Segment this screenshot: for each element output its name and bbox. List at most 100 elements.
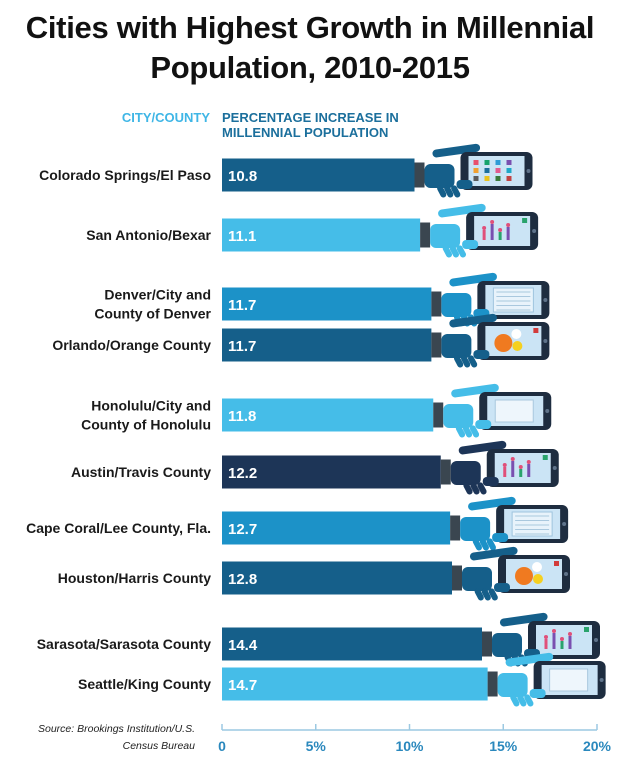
- screen-chart-dot: [552, 629, 556, 633]
- value-label: 14.4: [228, 637, 258, 654]
- screen-white-circle: [532, 562, 542, 572]
- source-note: Source: Brookings Institution/U.S. Censu…: [20, 721, 195, 755]
- screen-yellow-circle: [512, 341, 523, 351]
- source-line1: Source: Brookings Institution/U.S.: [38, 723, 195, 735]
- hand-thumb-tip: [456, 180, 473, 189]
- sleeve-cuff: [440, 459, 451, 485]
- category-label: County of Honolulu: [81, 417, 211, 433]
- screen-status-dot: [533, 328, 539, 333]
- category-label: County of Denver: [94, 306, 211, 322]
- hand-palm: [430, 224, 461, 248]
- bar: [222, 158, 415, 192]
- chart-title-line1: Cities with Highest Growth in Millennial: [25, 10, 595, 45]
- category-label: Denver/City and: [104, 287, 211, 303]
- sleeve-cuff: [414, 162, 425, 188]
- screen-chart-dot: [510, 457, 515, 461]
- hand-thumb-tip: [482, 477, 499, 486]
- hand-thumb-tip: [475, 420, 492, 429]
- sleeve-cuff: [487, 671, 498, 697]
- bar-row: Houston/Harris County 12.8: [58, 546, 570, 601]
- percentage-column-header: PERCENTAGE INCREASE IN MILLENNIAL POPULA…: [222, 110, 442, 140]
- hand-thumb-tip: [494, 583, 510, 592]
- hand-thumb: [449, 313, 497, 328]
- bar-row: Austin/Travis County 12.2: [71, 440, 559, 495]
- hand-palm: [450, 461, 481, 485]
- bar: [222, 455, 441, 489]
- sleeve-cuff: [431, 291, 442, 317]
- hand-finger: [481, 588, 491, 601]
- category-label: Austin/Travis County: [71, 464, 211, 480]
- bar-row: Colorado Springs/El Paso 10.8: [39, 143, 533, 198]
- bar: [222, 287, 432, 321]
- hand-palm: [492, 633, 522, 657]
- x-tick-label: 10%: [395, 738, 424, 754]
- hand-palm: [441, 293, 472, 317]
- screen-chart-dot: [498, 228, 503, 232]
- hand-thumb-tip: [492, 533, 509, 542]
- hand-finger: [460, 355, 471, 368]
- value-label: 11.7: [228, 297, 256, 314]
- bar: [222, 398, 434, 432]
- hand-palm: [462, 567, 492, 591]
- screen-blank-panel: [494, 399, 534, 423]
- bar-row: Denver/City and County of Denver 11.7: [94, 272, 550, 327]
- screen-app-icon: [473, 176, 479, 181]
- hand-finger: [510, 694, 520, 707]
- screen-status-dot: [554, 561, 559, 566]
- category-label: Orlando/Orange County: [52, 337, 211, 353]
- category-label: Houston/Harris County: [58, 570, 211, 586]
- value-label: 10.8: [228, 168, 257, 185]
- hand-thumb: [449, 272, 497, 287]
- category-label: Sarasota/Sarasota County: [37, 636, 211, 652]
- phone-home-button: [552, 466, 557, 470]
- screen-orange-circle: [515, 567, 533, 585]
- value-label: 14.7: [228, 677, 257, 694]
- bar: [222, 627, 482, 661]
- x-tick-label: 15%: [489, 738, 518, 754]
- screen-chart-dot: [518, 465, 523, 469]
- hand-thumb: [451, 383, 499, 398]
- bar: [222, 511, 451, 545]
- screen-app-icon: [484, 160, 490, 165]
- screen-chart-dot: [490, 220, 495, 224]
- phone-home-button: [562, 522, 567, 526]
- category-label: San Antonio/Bexar: [86, 227, 211, 243]
- bar-row: Seattle/King County 14.7: [78, 652, 606, 707]
- source-line2: Census Bureau: [122, 740, 195, 752]
- x-tick-label: 20%: [583, 738, 612, 754]
- sleeve-cuff: [452, 565, 462, 591]
- screen-chart-dot: [544, 635, 548, 639]
- value-label: 12.2: [228, 465, 257, 482]
- x-tick-label: 5%: [306, 738, 327, 754]
- screen-app-icon: [506, 168, 512, 173]
- hand-finger: [442, 245, 453, 258]
- hand-finger: [456, 245, 467, 258]
- screen-chart-dot: [568, 632, 572, 636]
- screen-chart-dot: [502, 463, 507, 467]
- hand-thumb: [505, 652, 554, 667]
- hand-finger: [524, 694, 534, 707]
- bar-row: Sarasota/Sarasota County 14.4: [37, 612, 600, 667]
- category-label: Colorado Springs/El Paso: [39, 167, 211, 183]
- hand-finger: [462, 425, 473, 438]
- bar: [222, 218, 421, 252]
- phone-screen: [474, 216, 531, 246]
- phone-home-button: [532, 229, 537, 233]
- hand-finger: [449, 245, 460, 258]
- x-axis: 0 5% 10% 15% 20%: [218, 724, 612, 754]
- screen-status-dot: [584, 627, 589, 632]
- screen-status-dot: [542, 455, 548, 460]
- screen-app-icon: [473, 168, 479, 173]
- x-tick-label: 0: [218, 738, 226, 754]
- hand-finger: [517, 694, 527, 707]
- bars-layer: Colorado Springs/El Paso 10.8 San Antonio/…: [26, 143, 606, 707]
- hand-finger: [444, 185, 454, 198]
- bar-row: Orlando/Orange County 11.7: [52, 313, 550, 368]
- hand-finger: [477, 482, 487, 495]
- hand-finger: [453, 355, 464, 368]
- screen-app-icon: [506, 176, 512, 181]
- hand-finger: [474, 588, 484, 601]
- phone-screen: [494, 453, 551, 483]
- screen-app-icon: [495, 176, 501, 181]
